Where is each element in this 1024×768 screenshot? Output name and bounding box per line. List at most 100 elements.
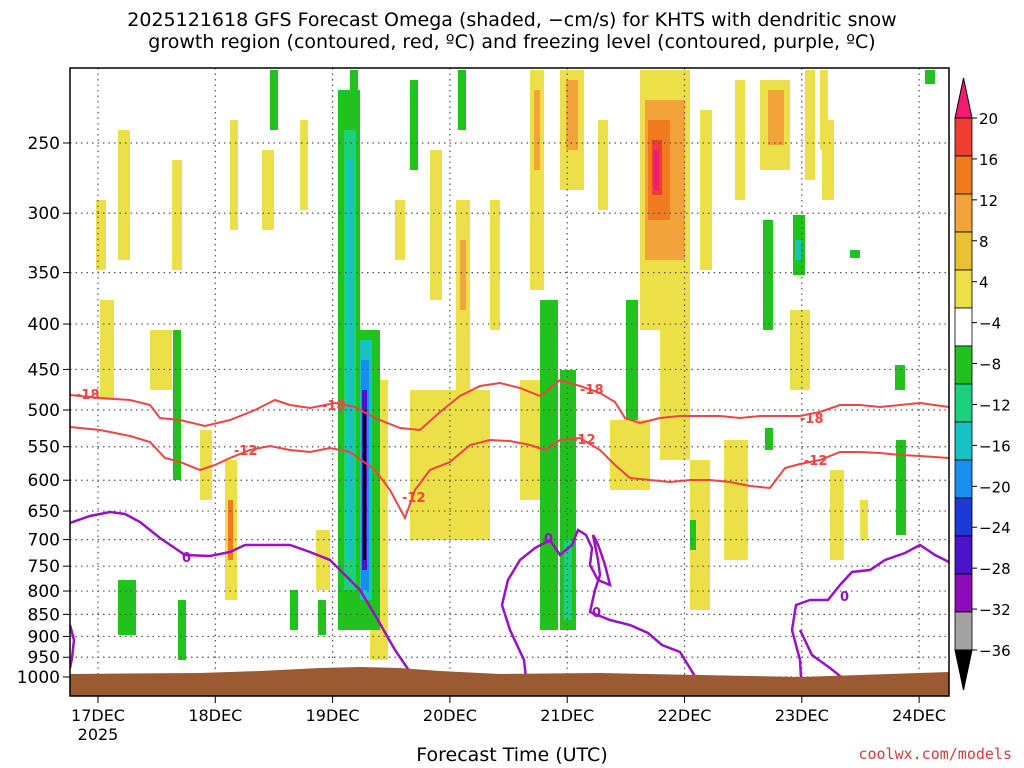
freezing-contour-0 xyxy=(70,510,422,696)
omega-shade xyxy=(925,70,935,84)
dgz-contour-minus-18 xyxy=(70,378,949,432)
omega-shade xyxy=(230,120,238,230)
colorbar-label: −28 xyxy=(979,560,1011,578)
omega-shade xyxy=(765,428,773,450)
omega-shade xyxy=(534,90,540,170)
omega-shade xyxy=(660,330,690,460)
x-tick-label: 21DEC xyxy=(540,706,594,725)
colorbar: 20 16 12 8 4 −4 −8 −12 −16 −20 −24 −28 −32 −36 xyxy=(954,77,1011,691)
omega-shade xyxy=(598,120,608,210)
omega-shade xyxy=(850,250,860,258)
omega-shade xyxy=(768,90,784,145)
omega-shade xyxy=(300,120,308,210)
contour-label: -12 xyxy=(804,454,828,469)
omega-shade xyxy=(200,430,212,500)
y-tick-label: 600 xyxy=(28,471,60,491)
colorbar-label: −16 xyxy=(979,437,1011,455)
omega-shade xyxy=(395,200,405,260)
contour-label: -18 xyxy=(800,412,824,427)
x-axis: 17DEC 18DEC 19DEC 20DEC 21DEC 22DEC 23DEC 24DEC… xyxy=(71,696,946,744)
freezing-contour-0-b xyxy=(70,624,76,669)
omega-shade xyxy=(564,540,572,620)
omega-shade xyxy=(430,150,442,300)
colorbar-segment xyxy=(954,459,973,499)
x-tick-label: 18DEC xyxy=(188,706,242,725)
y-tick-label: 550 xyxy=(28,438,60,458)
y-tick-label: 900 xyxy=(28,627,60,647)
site-credit: coolwx.com/models xyxy=(858,745,1012,763)
omega-shade xyxy=(100,300,114,400)
omega-shade xyxy=(540,300,558,630)
contour-label: 0 xyxy=(182,551,191,566)
omega-shade xyxy=(458,70,466,130)
y-tick-label: 800 xyxy=(28,582,60,602)
omega-shade xyxy=(456,200,470,430)
omega-shade xyxy=(763,220,773,330)
omega-shading xyxy=(96,70,935,660)
omega-shade xyxy=(270,70,278,130)
freezing-contour-0-c xyxy=(500,528,702,696)
colorbar-segment xyxy=(954,421,973,461)
colorbar-label: −4 xyxy=(979,315,1001,333)
colorbar-segment xyxy=(954,307,973,347)
omega-shade xyxy=(822,120,834,200)
colorbar-label: 12 xyxy=(979,192,998,210)
y-tick-label: 250 xyxy=(28,134,60,154)
omega-shade xyxy=(118,130,130,260)
y-tick-label: 700 xyxy=(28,531,60,551)
y-axis: 2503003504004505005506006507007508008509… xyxy=(17,134,70,688)
colorbar-segment xyxy=(954,269,973,309)
x-tick-label: 22DEC xyxy=(658,706,712,725)
omega-shade xyxy=(290,590,298,630)
omega-shade xyxy=(820,70,828,150)
x-tick-label: 17DEC xyxy=(71,706,125,725)
colorbar-label: −36 xyxy=(979,642,1011,660)
colorbar-label: −20 xyxy=(979,478,1011,496)
y-tick-label: 650 xyxy=(28,502,60,522)
dgz-contours xyxy=(70,378,949,521)
colorbar-label: 20 xyxy=(979,110,998,128)
colorbar-label: 4 xyxy=(979,274,989,292)
omega-shade xyxy=(860,500,868,540)
omega-shade xyxy=(530,70,544,290)
omega-shade xyxy=(805,70,815,180)
contour-label: -18 xyxy=(580,383,604,398)
y-tick-label: 950 xyxy=(28,648,60,668)
dgz-contour-minus-12 xyxy=(70,426,949,521)
colorbar-segment xyxy=(954,535,973,575)
omega-shade xyxy=(173,330,181,480)
contour-label: -12 xyxy=(402,491,426,506)
plot-frame xyxy=(69,67,950,697)
colorbar-segment xyxy=(954,345,973,385)
omega-shade xyxy=(178,600,186,660)
x-tick-label: 19DEC xyxy=(306,706,360,725)
x-tick-label: 24DEC xyxy=(892,706,946,725)
omega-shade xyxy=(118,580,136,635)
plot-area xyxy=(70,68,949,696)
contour-label: -18 xyxy=(322,399,346,414)
y-tick-label: 400 xyxy=(28,315,60,335)
terrain-band xyxy=(70,667,949,696)
contour-label: 0 xyxy=(840,590,849,605)
y-tick-label: 300 xyxy=(28,204,60,224)
omega-shade xyxy=(626,300,638,420)
omega-shade xyxy=(262,150,274,230)
y-tick-label: 1000 xyxy=(17,668,60,688)
colorbar-top-arrow xyxy=(954,77,973,119)
contour-labels: -18 -18 -18 -18 -12 -12 -12 -12 0 0 0 0 xyxy=(76,383,849,621)
omega-shade xyxy=(410,80,418,170)
y-tick-label: 350 xyxy=(28,264,60,284)
omega-shade xyxy=(735,80,745,200)
colorbar-label: −12 xyxy=(979,396,1011,414)
omega-shade xyxy=(566,80,578,150)
freezing-contours xyxy=(70,510,949,696)
y-tick-label: 850 xyxy=(28,605,60,625)
omega-shade xyxy=(460,240,466,310)
contour-label: -18 xyxy=(76,388,100,403)
omega-shade xyxy=(700,110,712,270)
colorbar-segment xyxy=(954,117,973,157)
chart-title-line-2: growth region (contoured, red, ºC) and f… xyxy=(148,31,876,53)
omega-shade xyxy=(96,200,106,270)
omega-shade xyxy=(363,410,366,560)
